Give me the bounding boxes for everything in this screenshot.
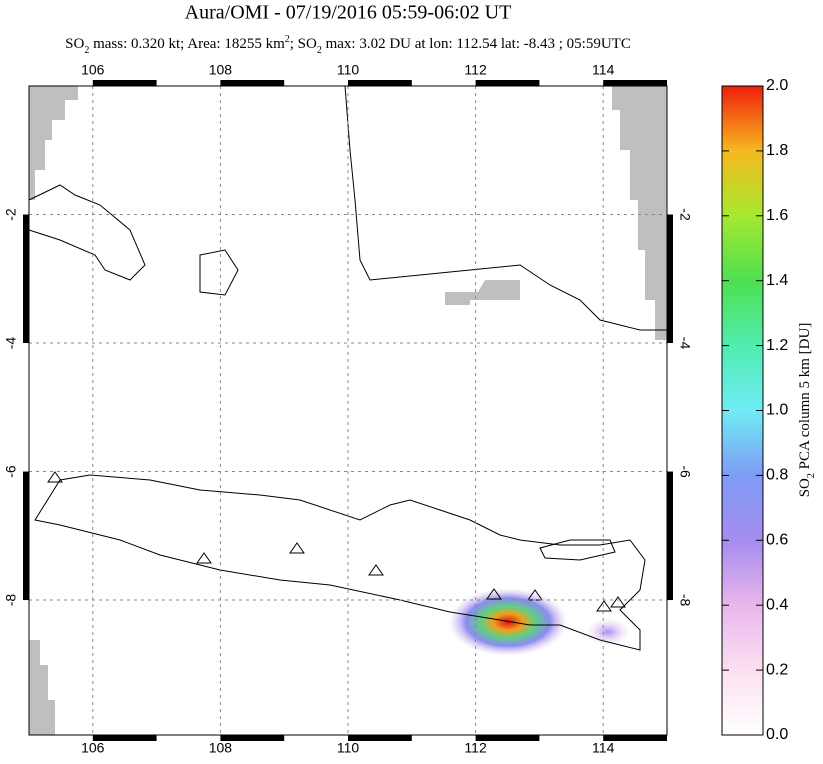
y-tick-label: -2 — [677, 208, 693, 221]
axis-band — [667, 471, 673, 601]
y-tick-label: -8 — [3, 594, 19, 607]
axis-band — [475, 735, 540, 741]
coastline — [28, 85, 667, 331]
script-text: 2 — [806, 473, 817, 478]
colorbar-label: SO2 PCA column 5 km [DU] — [797, 323, 816, 498]
subtitle: SO2 mass: 0.320 kt; Area: 18255 km2; SO2… — [65, 34, 631, 56]
x-tick-label: 114 — [592, 62, 615, 78]
coastline — [199, 249, 239, 296]
so2-plume — [448, 588, 568, 656]
x-tick-label: 112 — [464, 62, 487, 78]
colorbar-tick-label: 1.6 — [766, 207, 788, 224]
x-tick-label: 114 — [592, 740, 615, 756]
colorbar-tick-label: 2.0 — [766, 77, 788, 94]
axis-band — [92, 80, 157, 86]
text-part: ; SO — [290, 36, 317, 52]
y-tick-label: -2 — [3, 208, 19, 221]
volcano — [289, 542, 305, 554]
script-text: 2 — [285, 34, 290, 45]
text-part: SO — [65, 36, 84, 52]
colorbar-tick-label: 0.0 — [766, 726, 788, 743]
colorbar-tick-label: 1.0 — [766, 402, 788, 419]
volcano — [486, 588, 502, 600]
axis-band — [348, 735, 412, 741]
x-tick-label: 106 — [81, 62, 105, 78]
text-part: mass: 0.320 kt; Area: 18255 km — [89, 36, 285, 52]
y-tick-label: -4 — [677, 337, 693, 350]
colorbar-tick-label: 1.8 — [766, 142, 788, 159]
axis-band — [667, 214, 673, 344]
colorbar-tick-label: 0.2 — [766, 661, 788, 678]
colorbar-tick-label: 0.6 — [766, 532, 788, 549]
volcano — [47, 471, 63, 483]
x-tick-label: 108 — [209, 62, 233, 78]
axis-band — [348, 80, 412, 86]
map-frame — [28, 85, 668, 736]
x-tick-label: 110 — [337, 62, 360, 78]
x-tick-label: 106 — [81, 740, 105, 756]
colorbar-tick-label: 0.8 — [766, 467, 788, 484]
volcano — [368, 564, 384, 576]
y-tick-label: -6 — [3, 465, 19, 478]
text-part: SO — [797, 478, 813, 497]
volcano — [196, 552, 212, 564]
colorbar-tick-label: 1.2 — [766, 337, 788, 354]
y-tick-label: -8 — [677, 594, 693, 607]
text-part: max: 3.02 DU at lon: 112.54 lat: -8.43 ;… — [322, 36, 631, 52]
script-text: 2 — [84, 45, 89, 56]
text-part: PCA column 5 km [DU] — [797, 323, 813, 473]
volcano — [596, 600, 612, 612]
axis-band — [92, 735, 157, 741]
x-tick-label: 108 — [209, 740, 233, 756]
volcano — [610, 596, 626, 608]
script-text: 2 — [317, 45, 322, 56]
axis-band — [603, 735, 667, 741]
colorbar-tick-label: 0.4 — [766, 596, 788, 613]
axis-band — [220, 735, 285, 741]
x-tick-label: 112 — [464, 740, 487, 756]
axis-band — [23, 214, 29, 344]
axis-band — [603, 80, 667, 86]
x-tick-label: 110 — [337, 740, 360, 756]
colorbar-tick-label: 1.4 — [766, 272, 788, 289]
chart-title: Aura/OMI - 07/19/2016 05:59-06:02 UT — [185, 2, 512, 24]
coastline — [539, 539, 616, 561]
axis-band — [23, 471, 29, 601]
axis-band — [220, 80, 285, 86]
axis-band — [475, 80, 540, 86]
y-tick-label: -4 — [3, 337, 19, 350]
coastline — [34, 474, 646, 651]
y-tick-label: -6 — [677, 465, 693, 478]
